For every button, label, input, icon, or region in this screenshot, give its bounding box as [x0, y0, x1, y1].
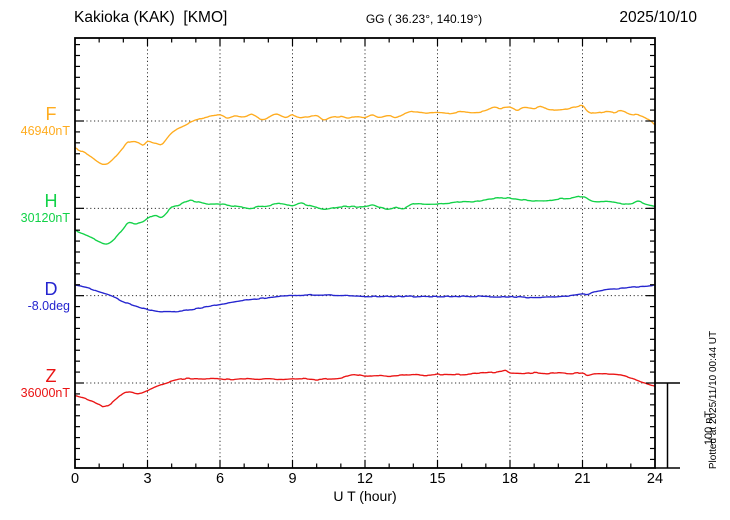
x-tick-label-9: 9: [288, 471, 297, 487]
geographic-coordinates: GG ( 36.23°, 140.19°): [365, 12, 483, 26]
plotted-at-timestamp: Plotted at 2025/11/10 00:44 UT: [708, 330, 719, 470]
channel-d-baseline-value: -8.0deg: [27, 299, 70, 313]
x-tick-label-3: 3: [143, 471, 152, 487]
x-tick-label-24: 24: [646, 471, 664, 487]
x-axis-title: U T (hour): [333, 488, 397, 504]
channel-z-baseline-value: 36000nT: [20, 386, 70, 400]
x-tick-label-21: 21: [574, 471, 591, 487]
channel-f-letter: F: [45, 104, 57, 124]
station-title: Kakioka (KAK) [KMO]: [74, 9, 228, 26]
channel-h-baseline-value: 30120nT: [20, 211, 70, 225]
x-tick-label-18: 18: [501, 471, 519, 487]
scale-bar-label: 100 nT 0.5 deg: [679, 398, 715, 458]
x-tick-label-15: 15: [429, 471, 446, 487]
trace-D: [74, 284, 656, 313]
channel-f-baseline-value: 46940nT: [20, 124, 70, 138]
x-tick-label-12: 12: [356, 471, 374, 487]
channel-z-letter: Z: [45, 366, 57, 386]
channel-h-letter: H: [44, 191, 58, 211]
x-tick-label-6: 6: [215, 471, 225, 487]
trace-H: [74, 195, 656, 245]
trace-Z: [74, 369, 656, 408]
x-tick-label-0: 0: [70, 471, 80, 487]
observation-date: 2025/10/10: [619, 9, 697, 26]
trace-F: [74, 104, 656, 165]
channel-d-letter: D: [44, 279, 58, 299]
